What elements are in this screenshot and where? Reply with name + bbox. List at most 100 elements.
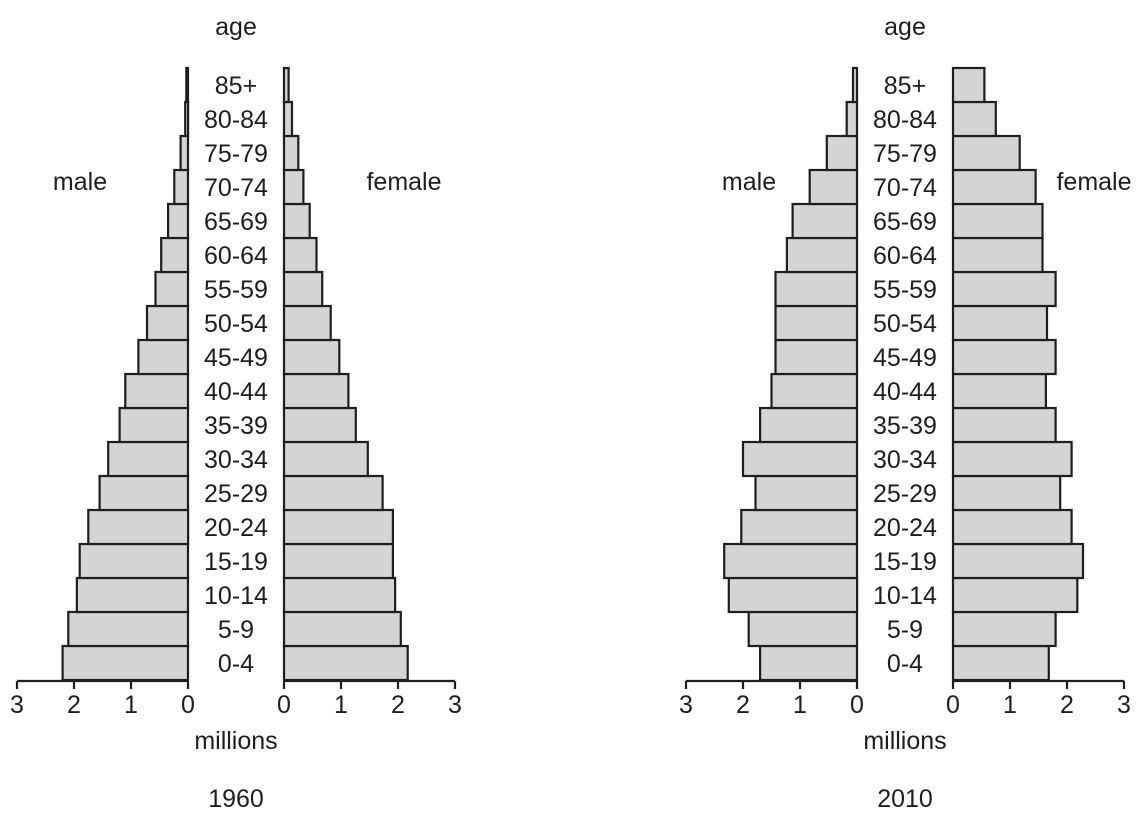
age-group-label: 25-29: [873, 480, 937, 508]
x-tick-label: 1: [1003, 691, 1017, 719]
female-bar: [282, 644, 409, 682]
male-bar: [107, 440, 190, 478]
female-bar: [951, 236, 1044, 274]
male-label: male: [53, 168, 107, 196]
male-bar: [741, 440, 859, 478]
male-bar: [723, 542, 859, 580]
female-bar: [282, 338, 341, 376]
male-bar: [124, 372, 190, 410]
x-tick-label: 2: [391, 691, 405, 719]
age-group-label: 40-44: [873, 378, 937, 406]
male-bar: [75, 576, 190, 614]
male-bar: [98, 474, 190, 512]
age-group-label: 45-49: [204, 344, 268, 372]
male-bar: [851, 66, 859, 104]
male-bar: [845, 100, 859, 138]
female-bar: [282, 134, 300, 172]
x-tick-label: 0: [181, 691, 195, 719]
female-bar: [282, 168, 305, 206]
age-group-label: 60-64: [204, 242, 268, 270]
x-tick-label: 2: [1060, 691, 1074, 719]
female-bar: [951, 406, 1057, 444]
female-bar: [282, 440, 369, 478]
age-group-label: 30-34: [873, 446, 937, 474]
female-bar: [951, 100, 997, 138]
age-group-label: 25-29: [204, 480, 268, 508]
female-bar: [951, 474, 1062, 512]
female-bar: [282, 66, 290, 104]
male-bar: [173, 168, 190, 206]
x-tick-label: 0: [946, 691, 960, 719]
female-bar: [282, 576, 397, 614]
female-bar: [282, 610, 402, 648]
x-axis-label: millions: [863, 727, 946, 755]
age-group-label: 20-24: [204, 514, 268, 542]
age-group-label: 50-54: [873, 310, 937, 338]
x-tick-label: 3: [679, 691, 693, 719]
male-bar: [808, 168, 859, 206]
age-group-label: 45-49: [873, 344, 937, 372]
male-bar: [185, 66, 190, 104]
female-bar: [951, 66, 986, 104]
age-group-label: 0-4: [887, 650, 923, 678]
male-bar: [145, 304, 190, 342]
x-tick-label: 2: [67, 691, 81, 719]
female-bar: [951, 134, 1021, 172]
age-group-label: 35-39: [204, 412, 268, 440]
female-label: female: [1056, 168, 1131, 196]
age-group-label: 70-74: [204, 174, 268, 202]
male-bar: [774, 270, 859, 308]
age-group-label: 10-14: [873, 582, 937, 610]
x-tick-label: 3: [10, 691, 24, 719]
age-axis-label: age: [215, 13, 257, 41]
x-tick-label: 1: [334, 691, 348, 719]
male-bar: [160, 236, 190, 274]
male-bar: [137, 338, 190, 376]
x-tick-label: 2: [736, 691, 750, 719]
female-bar: [951, 338, 1057, 376]
male-bar: [61, 644, 190, 682]
female-bar: [282, 372, 350, 410]
age-group-label: 60-64: [873, 242, 937, 270]
female-bar: [282, 270, 324, 308]
age-group-label: 55-59: [204, 276, 268, 304]
x-tick-label: 1: [124, 691, 138, 719]
male-bar: [118, 406, 190, 444]
female-bar: [282, 474, 384, 512]
female-bar: [282, 508, 395, 546]
female-bar: [282, 304, 332, 342]
age-group-label: 0-4: [218, 650, 254, 678]
male-bar: [740, 508, 859, 546]
age-group-label: 80-84: [204, 106, 268, 134]
age-group-label: 75-79: [873, 140, 937, 168]
female-bar: [951, 576, 1079, 614]
chart-title: 2010: [877, 785, 933, 813]
age-group-label: 40-44: [204, 378, 268, 406]
male-bar: [184, 100, 190, 138]
x-tick-label: 0: [277, 691, 291, 719]
age-group-label: 15-19: [873, 548, 937, 576]
age-group-label: 65-69: [204, 208, 268, 236]
female-bar: [951, 440, 1073, 478]
male-bar: [770, 372, 859, 410]
male-bar: [825, 134, 859, 172]
age-group-label: 75-79: [204, 140, 268, 168]
age-group-label: 70-74: [873, 174, 937, 202]
male-bar: [774, 338, 859, 376]
female-label: female: [366, 168, 441, 196]
male-bar: [67, 610, 190, 648]
age-group-label: 15-19: [204, 548, 268, 576]
x-tick-label: 0: [850, 691, 864, 719]
female-bar: [282, 542, 395, 580]
female-bar: [951, 610, 1057, 648]
female-bar: [951, 644, 1050, 682]
age-group-label: 5-9: [218, 616, 254, 644]
female-bar: [951, 202, 1044, 240]
age-group-label: 85+: [884, 72, 926, 100]
male-label: male: [722, 168, 776, 196]
age-group-label: 10-14: [204, 582, 268, 610]
age-group-label: 80-84: [873, 106, 937, 134]
female-bar: [282, 406, 357, 444]
male-bar: [758, 644, 859, 682]
